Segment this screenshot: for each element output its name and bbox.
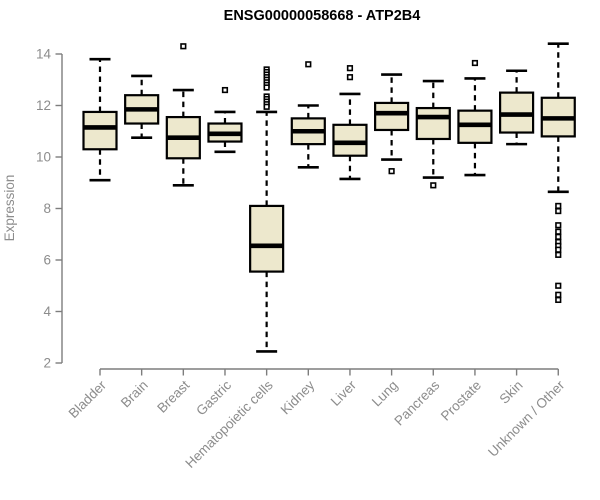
outlier-point bbox=[263, 103, 270, 110]
x-category-label: Breast bbox=[154, 377, 192, 415]
y-tick-label: 2 bbox=[43, 356, 51, 371]
chart-title: ENSG00000058668 - ATP2B4 bbox=[224, 8, 421, 24]
x-category-label: Prostate bbox=[438, 378, 484, 424]
boxplot-breast bbox=[165, 43, 201, 187]
box-rect bbox=[332, 123, 368, 157]
boxplot-brain bbox=[124, 74, 160, 139]
outlier-point bbox=[555, 202, 562, 210]
x-category-label: Brain bbox=[118, 378, 151, 411]
box-rect bbox=[374, 101, 410, 132]
x-category-label: Gastric bbox=[193, 377, 234, 418]
outlier-point bbox=[555, 233, 562, 240]
y-tick-label: 14 bbox=[36, 47, 52, 62]
outlier-point bbox=[555, 222, 562, 229]
x-category-label: Liver bbox=[328, 377, 360, 409]
x-category-label: Kidney bbox=[278, 377, 318, 417]
outlier-point bbox=[555, 291, 562, 298]
outlier-point bbox=[555, 207, 562, 215]
x-category-label: Lung bbox=[369, 378, 401, 410]
outlier-point bbox=[305, 61, 312, 68]
boxplot-skin bbox=[499, 69, 535, 146]
x-category-label: Bladder bbox=[66, 377, 110, 421]
boxplot-unknown-other bbox=[540, 42, 576, 304]
outlier-point bbox=[555, 282, 562, 289]
outlier-point bbox=[346, 65, 354, 72]
boxplot-liver bbox=[332, 65, 368, 181]
x-category-label: Unknown / Other bbox=[485, 377, 568, 460]
y-tick-label: 12 bbox=[36, 98, 51, 113]
x-category-label: Pancreas bbox=[391, 377, 442, 428]
boxplot-hematopoietic-cells bbox=[249, 66, 285, 353]
y-tick-label: 4 bbox=[43, 304, 51, 319]
outlier-point bbox=[555, 296, 562, 304]
outlier-point bbox=[263, 84, 270, 91]
outlier-point bbox=[471, 59, 479, 67]
box-rect bbox=[415, 106, 451, 141]
box-rect bbox=[249, 204, 285, 273]
boxplot-bladder bbox=[82, 57, 118, 182]
outlier-point bbox=[555, 251, 562, 258]
box-rect bbox=[82, 110, 118, 151]
outlier-point bbox=[555, 228, 562, 235]
outlier-point bbox=[346, 74, 354, 81]
outlier-point bbox=[388, 168, 395, 175]
outlier-point bbox=[180, 43, 187, 50]
y-tick-label: 8 bbox=[43, 201, 51, 216]
outlier-point bbox=[430, 182, 437, 189]
boxplot-prostate bbox=[457, 59, 493, 177]
boxplot-gastric bbox=[207, 86, 243, 154]
outlier-point bbox=[555, 246, 562, 253]
y-axis-label: Expression bbox=[2, 175, 17, 242]
boxplot-lung bbox=[374, 73, 410, 175]
x-category-label: Skin bbox=[497, 378, 526, 407]
boxplot-kidney bbox=[290, 61, 326, 169]
boxes-layer bbox=[82, 42, 576, 353]
y-tick-label: 10 bbox=[36, 150, 51, 165]
y-tick-label: 6 bbox=[43, 253, 51, 268]
boxplot-pancreas bbox=[415, 79, 451, 189]
outlier-point bbox=[221, 86, 229, 94]
